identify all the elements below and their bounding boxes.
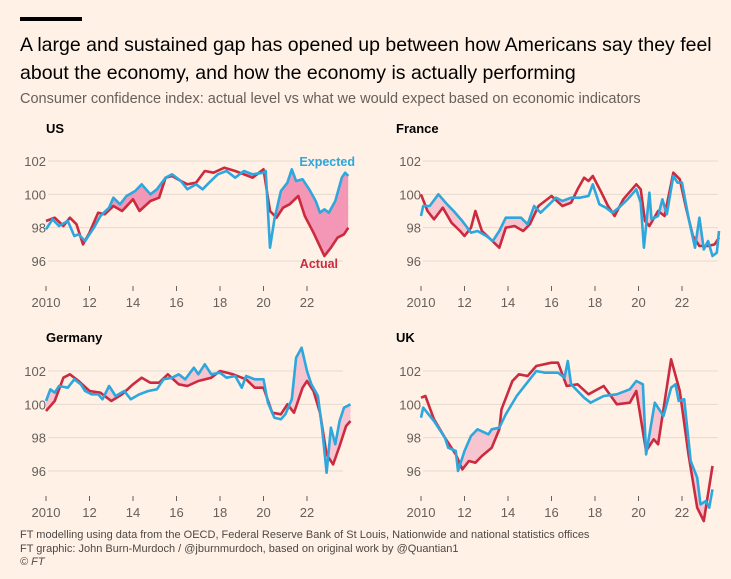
actual-line-uk <box>420 357 714 523</box>
expected-line-france <box>419 174 721 258</box>
actual-line-france <box>419 171 721 249</box>
x-tick-label: 20 <box>256 505 270 520</box>
y-tick-label: 96 <box>32 464 46 479</box>
footer: FT modelling using data from the OECD, F… <box>20 529 589 570</box>
x-tick-label: 12 <box>82 295 96 310</box>
x-tick-label: 12 <box>457 505 471 520</box>
x-tick-label: 22 <box>675 505 689 520</box>
y-tick-label: 100 <box>24 187 46 202</box>
x-tick-label: 2010 <box>32 505 61 520</box>
x-tick-label: 20 <box>631 505 645 520</box>
x-tick-label: 14 <box>126 295 140 310</box>
x-tick-label: 20 <box>631 295 645 310</box>
x-tick-label: 14 <box>501 505 515 520</box>
x-tick-label: 18 <box>588 505 602 520</box>
x-tick-label: 16 <box>544 295 558 310</box>
x-tick-label: 18 <box>213 505 227 520</box>
y-tick-label: 98 <box>32 431 46 446</box>
x-tick-label: 18 <box>213 295 227 310</box>
credit-note: FT graphic: John Burn-Murdoch / @jburnmu… <box>20 542 459 555</box>
panel-uk: UK 96 98 100 102 2010 12 14 16 18 20 22 <box>375 320 731 525</box>
y-tick-label: 96 <box>407 464 421 479</box>
source-note: FT modelling using data from the OECD, F… <box>20 529 590 541</box>
x-tick-label: 22 <box>300 505 314 520</box>
actual-line-us <box>45 166 350 258</box>
panel-title-us: US <box>46 121 65 136</box>
panel-title-uk: UK <box>396 330 415 345</box>
x-tick-label: 2010 <box>407 295 436 310</box>
panel-title-france: France <box>396 121 439 136</box>
x-tick-label: 16 <box>544 505 558 520</box>
expected-line-us <box>44 167 350 249</box>
x-tick-label: 16 <box>169 295 183 310</box>
x-tick-label: 20 <box>256 295 270 310</box>
chart-svg-germany: 96 98 100 102 2010 12 14 16 18 20 22 <box>24 346 352 520</box>
gap-area-us <box>46 169 349 256</box>
y-tick-label: 96 <box>32 254 46 269</box>
y-tick-label: 102 <box>399 154 421 169</box>
y-tick-label: 98 <box>32 221 46 236</box>
y-tick-label: 100 <box>399 397 421 412</box>
chart-title: A large and sustained gap has opened up … <box>20 34 712 84</box>
copyright: © FT <box>20 556 45 568</box>
expected-line-germany <box>44 346 352 474</box>
y-tick-label: 98 <box>407 221 421 236</box>
chart-subtitle: Consumer confidence index: actual level … <box>20 91 641 107</box>
panel-germany: Germany 96 98 100 102 2010 12 14 16 18 20 22 <box>0 320 365 525</box>
y-tick-label: 102 <box>399 364 421 379</box>
y-tick-label: 102 <box>24 364 46 379</box>
y-tick-label: 96 <box>407 254 421 269</box>
expected-line-uk <box>419 359 714 509</box>
x-tick-label: 14 <box>501 295 515 310</box>
x-tick-label: 22 <box>300 295 314 310</box>
y-tick-label: 100 <box>399 187 421 202</box>
x-tick-label: 2010 <box>407 505 436 520</box>
panel-us: US 96 98 100 102 2010 12 14 16 18 20 22 Expected A… <box>0 110 365 315</box>
x-tick-label: 22 <box>675 295 689 310</box>
x-tick-label: 12 <box>82 505 96 520</box>
x-tick-label: 18 <box>588 295 602 310</box>
panel-title-germany: Germany <box>46 330 103 345</box>
y-tick-label: 102 <box>24 154 46 169</box>
ft-accent-bar <box>20 17 82 21</box>
actual-line-germany <box>45 369 352 466</box>
chart-svg-us: 96 98 100 102 2010 12 14 16 18 20 22 <box>24 154 350 310</box>
gap-area-france <box>421 176 719 248</box>
x-tick-label: 12 <box>457 295 471 310</box>
x-tick-label: 16 <box>169 505 183 520</box>
x-tick-label: 2010 <box>32 295 61 310</box>
chart-svg-uk: 96 98 100 102 2010 12 14 16 18 20 22 <box>399 357 718 523</box>
x-tick-label: 14 <box>126 505 140 520</box>
panel-france: France 96 98 100 102 2010 12 14 16 18 20 22 <box>375 110 731 315</box>
y-tick-label: 100 <box>24 397 46 412</box>
chart-svg-france: 96 98 100 102 2010 12 14 16 18 20 22 <box>399 154 721 310</box>
y-tick-label: 98 <box>407 431 421 446</box>
